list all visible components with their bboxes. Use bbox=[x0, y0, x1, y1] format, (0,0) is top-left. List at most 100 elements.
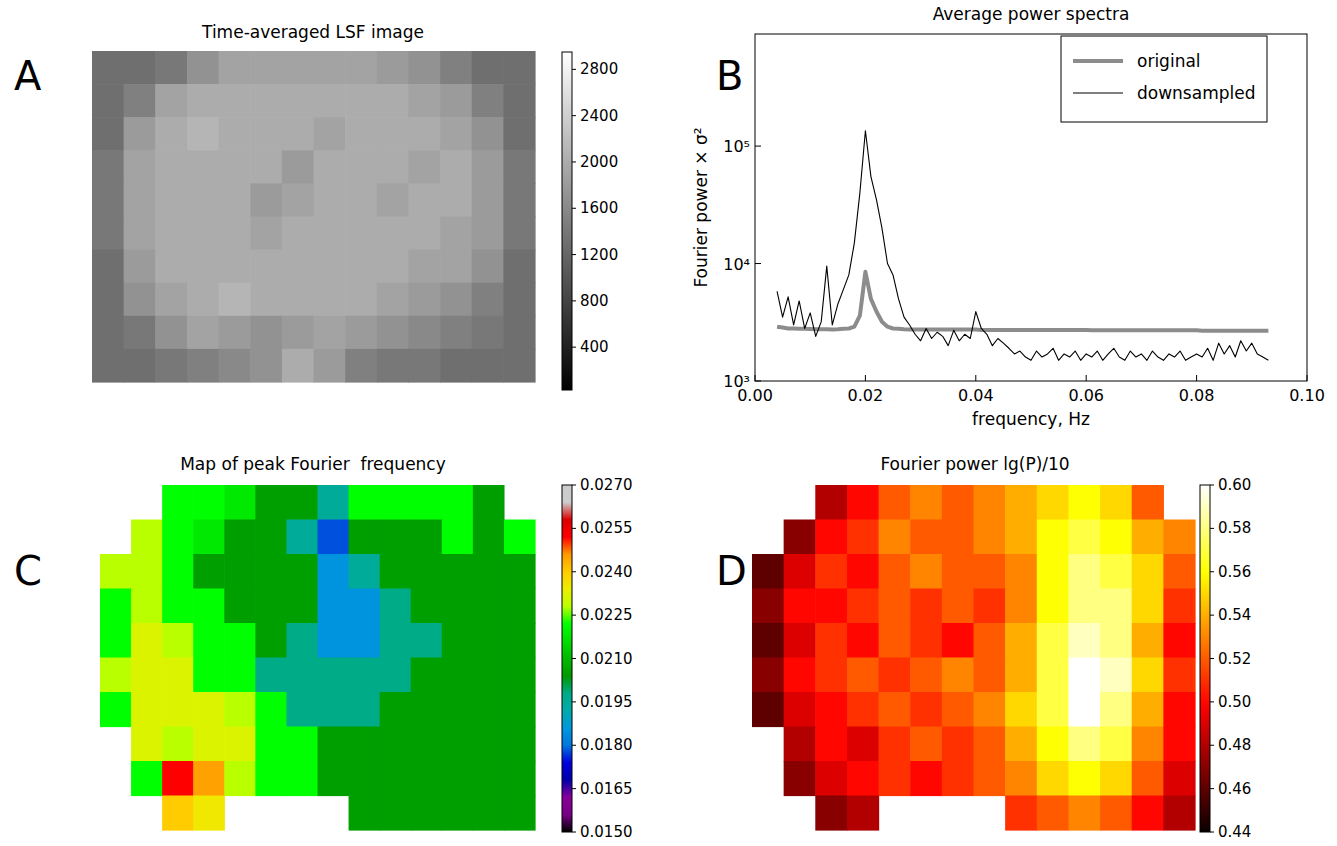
cell bbox=[473, 520, 505, 555]
colorbar-tick-label: 1600 bbox=[580, 199, 618, 217]
cell bbox=[345, 51, 377, 85]
colorbar-tick bbox=[572, 832, 576, 833]
colorbar-tick-label: 0.56 bbox=[1218, 563, 1251, 581]
cell bbox=[752, 623, 784, 658]
cell bbox=[318, 692, 350, 727]
cell bbox=[286, 761, 318, 796]
cell bbox=[1037, 520, 1069, 555]
colorbar-tick-label: 0.44 bbox=[1218, 823, 1251, 841]
cell bbox=[784, 623, 816, 658]
cell bbox=[219, 51, 251, 85]
cell bbox=[345, 183, 377, 217]
cell bbox=[286, 554, 318, 589]
cell bbox=[250, 183, 282, 217]
colorbar-tick-label: 0.58 bbox=[1218, 519, 1251, 537]
cell bbox=[408, 84, 440, 118]
cell bbox=[219, 283, 251, 317]
cell bbox=[1163, 692, 1195, 727]
cells bbox=[92, 51, 536, 383]
cell bbox=[442, 485, 474, 520]
cell bbox=[314, 117, 346, 151]
cell bbox=[380, 485, 412, 520]
cell bbox=[131, 761, 163, 796]
x-tick-label: 0.04 bbox=[958, 386, 994, 405]
cell bbox=[942, 727, 974, 762]
cell bbox=[131, 589, 163, 624]
cell bbox=[847, 520, 879, 555]
cell bbox=[124, 250, 156, 284]
cell bbox=[1068, 485, 1100, 520]
cell bbox=[377, 117, 409, 151]
x-tick bbox=[1307, 375, 1308, 381]
cell bbox=[219, 349, 251, 383]
heatmap-panel: CMap of peak Fourier frequency0.01500.01… bbox=[14, 454, 633, 841]
cell bbox=[942, 485, 974, 520]
cell bbox=[1037, 554, 1069, 589]
cell bbox=[131, 658, 163, 693]
cell bbox=[879, 623, 911, 658]
colorbar-tick-label: 2800 bbox=[580, 60, 618, 78]
cell bbox=[1163, 796, 1195, 831]
cell bbox=[1100, 520, 1132, 555]
colorbar-tick bbox=[572, 528, 576, 529]
cell bbox=[155, 51, 187, 85]
cell bbox=[1068, 761, 1100, 796]
cell bbox=[100, 658, 132, 693]
cell bbox=[504, 554, 536, 589]
x-tick bbox=[865, 375, 866, 381]
cell bbox=[440, 84, 472, 118]
cell bbox=[815, 623, 847, 658]
cell bbox=[92, 150, 124, 184]
cell bbox=[472, 349, 504, 383]
legend-label: downsampled bbox=[1137, 83, 1255, 103]
cell bbox=[318, 485, 350, 520]
cell bbox=[473, 485, 505, 520]
cell bbox=[224, 520, 256, 555]
cell bbox=[473, 727, 505, 762]
colorbar bbox=[562, 485, 572, 832]
cell bbox=[440, 250, 472, 284]
cell bbox=[815, 485, 847, 520]
x-tick bbox=[1196, 375, 1197, 381]
cell bbox=[380, 796, 412, 831]
cell bbox=[440, 316, 472, 350]
cell bbox=[1163, 658, 1195, 693]
cell bbox=[472, 150, 504, 184]
cell bbox=[1037, 761, 1069, 796]
colorbar-tick-label: 0.60 bbox=[1218, 476, 1251, 494]
cell bbox=[318, 727, 350, 762]
cell bbox=[504, 761, 536, 796]
cell bbox=[100, 589, 132, 624]
y-tick bbox=[755, 146, 761, 147]
cell bbox=[92, 349, 124, 383]
cell bbox=[879, 589, 911, 624]
cell bbox=[1100, 796, 1132, 831]
cell bbox=[1005, 589, 1037, 624]
cell bbox=[752, 692, 784, 727]
cell bbox=[408, 283, 440, 317]
cell bbox=[1037, 623, 1069, 658]
cell bbox=[345, 117, 377, 151]
cell bbox=[411, 658, 443, 693]
cell bbox=[349, 796, 381, 831]
x-tick bbox=[1086, 375, 1087, 381]
cell bbox=[472, 217, 504, 251]
cell bbox=[910, 761, 942, 796]
colorbar-tick-label: 0.0225 bbox=[580, 606, 633, 624]
cell bbox=[377, 51, 409, 85]
x-tick-label: 0.08 bbox=[1179, 386, 1215, 405]
cell bbox=[1005, 761, 1037, 796]
cell bbox=[124, 349, 156, 383]
cell bbox=[193, 761, 225, 796]
cell bbox=[377, 150, 409, 184]
legend-swatch bbox=[1073, 92, 1123, 93]
cell bbox=[345, 283, 377, 317]
cell bbox=[345, 316, 377, 350]
cell bbox=[442, 692, 474, 727]
cell bbox=[473, 796, 505, 831]
cell bbox=[440, 283, 472, 317]
cell bbox=[349, 623, 381, 658]
cell bbox=[187, 51, 219, 85]
legend: originaldownsampled bbox=[1061, 36, 1267, 122]
cell bbox=[187, 316, 219, 350]
